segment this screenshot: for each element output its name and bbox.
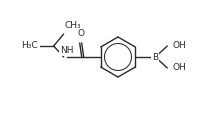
Text: O: O <box>77 29 84 38</box>
Text: H₃C: H₃C <box>21 42 38 51</box>
Text: B: B <box>152 53 158 61</box>
Text: OH: OH <box>172 63 186 72</box>
Text: CH₃: CH₃ <box>65 21 81 30</box>
Text: NH: NH <box>60 46 73 55</box>
Text: OH: OH <box>172 42 186 51</box>
